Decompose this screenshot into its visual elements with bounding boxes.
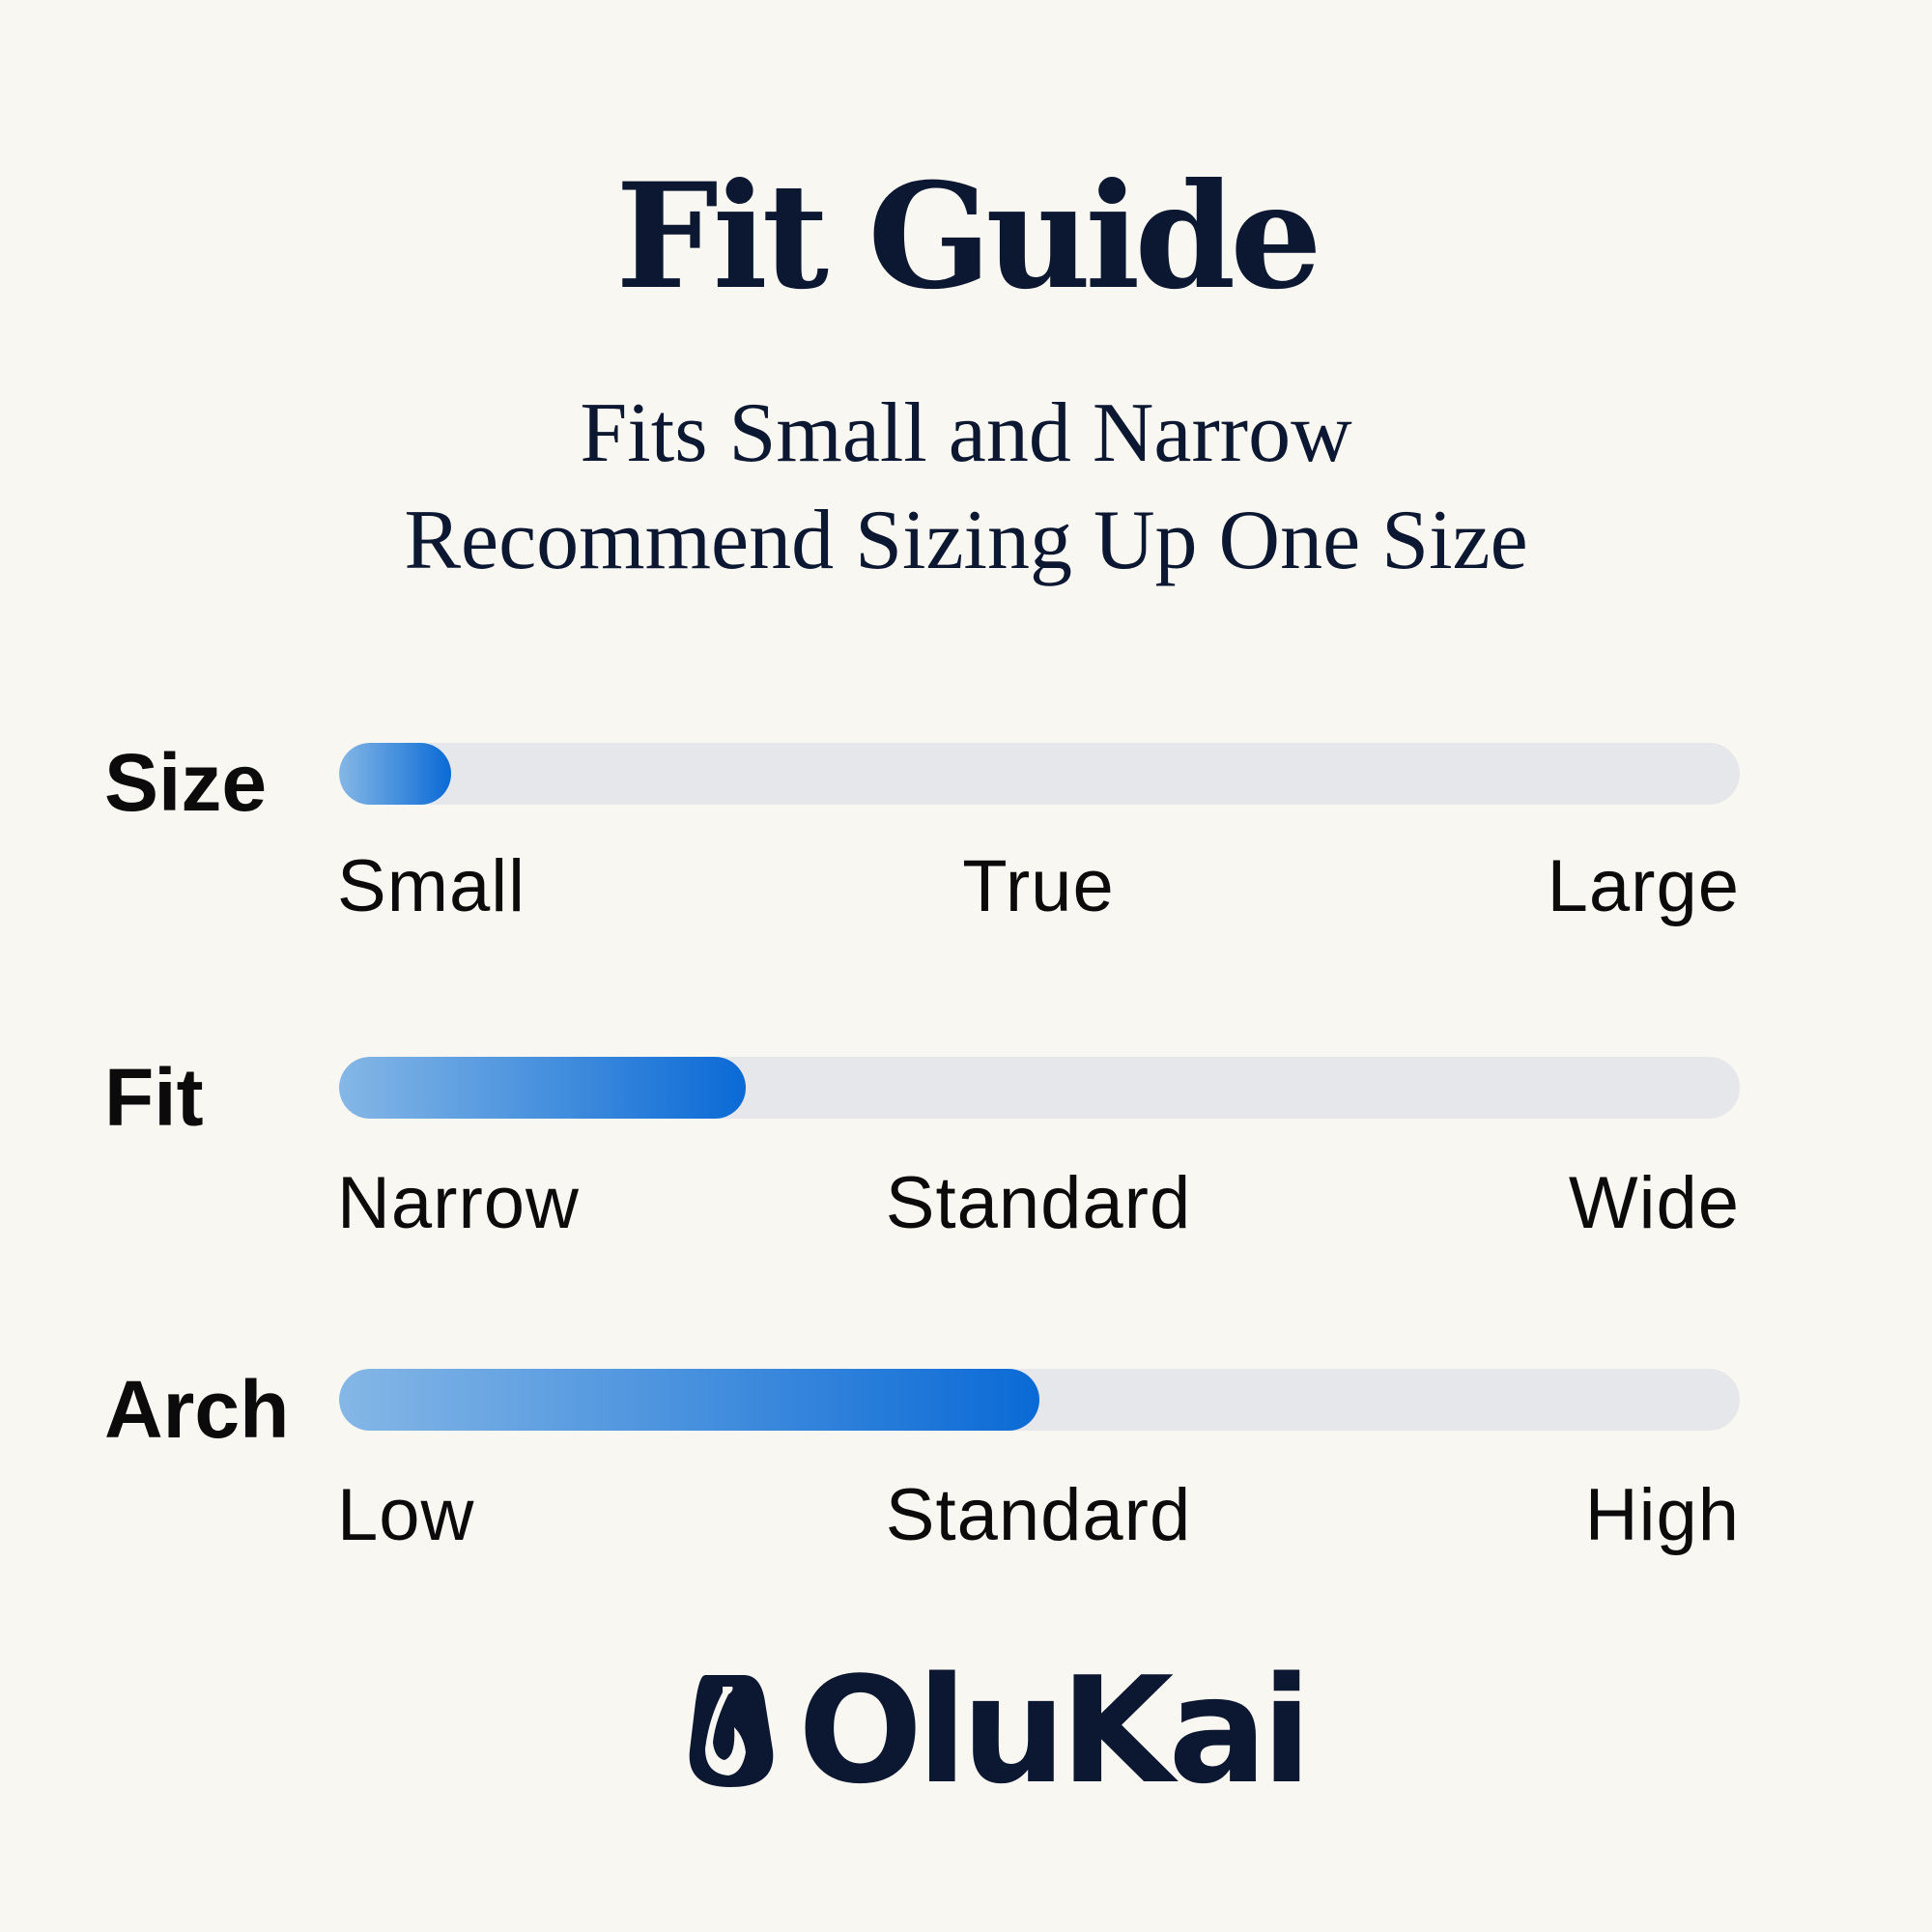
tick-right: Wide — [1568, 1162, 1740, 1244]
scale-label: Arch — [104, 1364, 290, 1455]
tick-center: Standard — [885, 1474, 1192, 1556]
tick-left: Small — [337, 845, 526, 927]
tick-left: Low — [337, 1474, 475, 1556]
subtitle-line-2: Recommend Sizing Up One Size — [404, 494, 1528, 587]
tick-right: High — [1584, 1474, 1740, 1556]
scale-track — [339, 1369, 1740, 1431]
scale-label: Size — [104, 737, 268, 828]
tick-center: Standard — [885, 1162, 1192, 1244]
scale-track — [339, 1057, 1740, 1119]
tick-left: Narrow — [337, 1162, 580, 1244]
olukai-logo: OluKai — [686, 1645, 1312, 1816]
scale-fill — [339, 1057, 746, 1119]
scale-fill — [339, 743, 451, 805]
scale-fill — [339, 1369, 1039, 1431]
logo-text: OluKai — [798, 1645, 1312, 1816]
subtitle-line-1: Fits Small and Narrow — [580, 386, 1352, 480]
fishhook-icon — [689, 1675, 774, 1787]
scale-label: Fit — [104, 1052, 204, 1143]
page-title: Fit Guide — [615, 152, 1321, 322]
tick-center: True — [962, 845, 1115, 927]
tick-right: Large — [1547, 845, 1740, 927]
scale-track — [339, 743, 1740, 805]
